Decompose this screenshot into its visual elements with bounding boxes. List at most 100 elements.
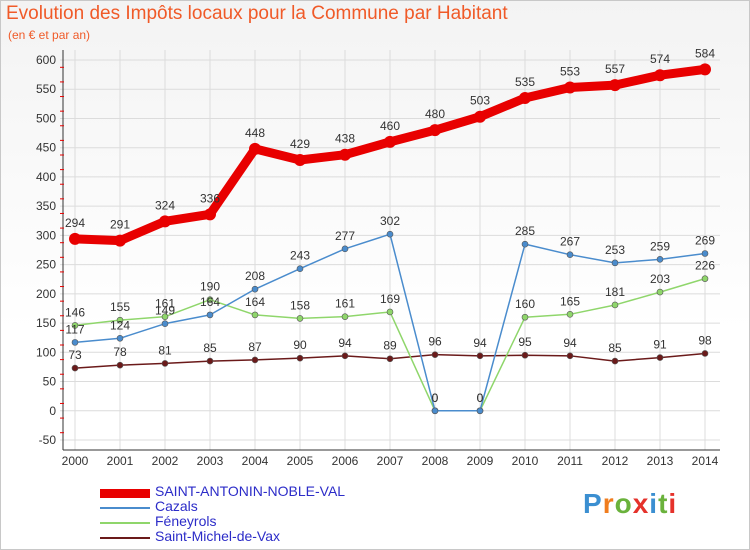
- data-label: 269: [695, 234, 715, 248]
- x-tick-label: 2006: [332, 454, 359, 468]
- logo-letter: r: [602, 488, 615, 519]
- data-point: [341, 313, 349, 320]
- y-tick-label: 0: [49, 404, 56, 418]
- data-label: 89: [383, 339, 397, 353]
- data-labels: 294 291 324 336 448 429 438 460 480 503 535 553 557 5…: [65, 46, 715, 404]
- data-point: [701, 350, 709, 357]
- y-tick-label: 500: [36, 111, 56, 125]
- data-label: 294: [65, 216, 85, 230]
- data-point: [656, 354, 664, 361]
- data-point: [609, 79, 621, 92]
- data-point: [116, 316, 124, 324]
- data-label: 160: [515, 297, 535, 311]
- data-point: [341, 245, 349, 253]
- logo-letter: i: [668, 488, 678, 519]
- data-label: 98: [698, 333, 712, 347]
- data-point: [431, 407, 439, 415]
- data-point: [71, 322, 79, 329]
- data-label: 253: [605, 243, 625, 257]
- data-point: [206, 311, 214, 319]
- logo-letter: P: [583, 488, 603, 519]
- data-point: [249, 142, 261, 155]
- data-label: 429: [290, 137, 310, 151]
- data-point: [476, 352, 484, 360]
- data-point: [699, 63, 711, 76]
- data-label: 0: [477, 391, 484, 405]
- data-point: [386, 230, 394, 238]
- data-point: [566, 352, 574, 360]
- data-point: [69, 232, 81, 245]
- y-tick-label: 150: [36, 316, 56, 330]
- legend-item: Cazals: [100, 498, 420, 515]
- data-point: [116, 334, 124, 342]
- data-label: 161: [335, 297, 355, 311]
- data-point: [521, 240, 529, 248]
- data-label: 259: [650, 239, 670, 253]
- legend-swatch: [100, 522, 150, 524]
- data-label: 149: [155, 304, 175, 318]
- data-point: [161, 320, 169, 327]
- data-point: [251, 311, 259, 319]
- data-point: [296, 354, 304, 362]
- data-point: [701, 275, 709, 282]
- data-point: [296, 315, 304, 322]
- legend-swatch: [100, 507, 150, 509]
- data-label: 165: [560, 294, 580, 308]
- axes: -500501001502002503003504004505005506002…: [36, 50, 720, 468]
- legend-label: Saint-Michel-de-Vax: [155, 528, 281, 544]
- y-tick-label: 400: [36, 170, 56, 184]
- data-point: [476, 407, 484, 415]
- data-point: [161, 360, 169, 367]
- data-label: 336: [200, 191, 220, 205]
- legend-label: Féneyrols: [155, 513, 217, 529]
- data-point: [296, 265, 304, 273]
- data-label: 302: [380, 214, 400, 228]
- data-label: 503: [470, 94, 490, 108]
- data-point: [611, 301, 619, 309]
- x-tick-label: 2000: [62, 454, 89, 468]
- data-label: 226: [695, 259, 715, 273]
- data-label: 291: [110, 218, 130, 232]
- data-label: 267: [560, 235, 580, 249]
- y-tick-label: 200: [36, 287, 56, 301]
- data-point: [159, 215, 171, 228]
- data-label: 117: [65, 322, 84, 336]
- data-label: 91: [653, 338, 667, 352]
- data-point: [251, 285, 259, 293]
- data-point: [251, 356, 259, 364]
- data-point: [384, 135, 396, 148]
- data-point: [566, 251, 574, 258]
- data-label: 208: [245, 269, 265, 283]
- data-point: [204, 208, 216, 221]
- data-point: [656, 288, 664, 296]
- data-point: [566, 311, 574, 318]
- x-tick-label: 2002: [152, 454, 179, 468]
- data-point: [206, 357, 214, 365]
- data-point: [521, 313, 529, 321]
- data-point: [429, 124, 441, 137]
- x-tick-label: 2008: [422, 454, 449, 468]
- y-tick-label: 600: [36, 53, 56, 67]
- data-point: [474, 110, 486, 123]
- legend-swatch: [100, 537, 150, 539]
- data-label: 0: [432, 391, 439, 405]
- data-label: 190: [200, 280, 220, 294]
- x-tick-label: 2007: [377, 454, 404, 468]
- data-point: [206, 296, 214, 303]
- data-point: [161, 313, 169, 320]
- data-point: [701, 250, 709, 257]
- data-label: 553: [560, 64, 580, 78]
- y-tick-label: 250: [36, 258, 56, 272]
- legend-swatch: [100, 488, 150, 498]
- legend: SAINT-ANTONIN-NOBLE-VAL Cazals Féneyrols Sa…: [100, 483, 420, 545]
- data-point: [294, 153, 306, 166]
- data-label: 73: [68, 348, 82, 362]
- data-label: 285: [515, 224, 535, 238]
- legend-item: SAINT-ANTONIN-NOBLE-VAL: [100, 483, 420, 500]
- series-layer: [69, 63, 711, 415]
- data-label: 243: [290, 249, 310, 263]
- data-label: 169: [380, 292, 400, 306]
- data-label: 584: [695, 46, 715, 60]
- x-tick-label: 2003: [197, 454, 224, 468]
